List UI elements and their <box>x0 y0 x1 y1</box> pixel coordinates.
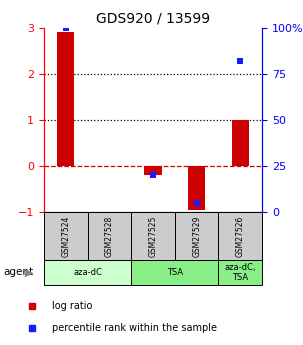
Text: GSM27526: GSM27526 <box>236 216 245 257</box>
Text: aza-dC: aza-dC <box>73 268 102 277</box>
Bar <box>231 120 249 166</box>
Bar <box>88 212 131 260</box>
Text: GSM27528: GSM27528 <box>105 216 114 257</box>
Bar <box>144 166 162 175</box>
Text: GSM27529: GSM27529 <box>192 216 201 257</box>
Bar <box>44 260 131 285</box>
Bar <box>218 212 262 260</box>
Text: aza-dC,
TSA: aza-dC, TSA <box>225 263 256 282</box>
Text: ▶: ▶ <box>25 267 34 277</box>
Bar <box>175 212 218 260</box>
Bar <box>57 32 75 166</box>
Text: TSA: TSA <box>167 268 183 277</box>
Bar <box>218 260 262 285</box>
Text: GSM27525: GSM27525 <box>148 216 158 257</box>
Text: GSM27524: GSM27524 <box>61 216 70 257</box>
Text: percentile rank within the sample: percentile rank within the sample <box>52 323 217 333</box>
Bar <box>44 212 88 260</box>
Bar <box>131 260 218 285</box>
Text: agent: agent <box>3 267 33 277</box>
Title: GDS920 / 13599: GDS920 / 13599 <box>96 11 210 25</box>
Bar <box>131 212 175 260</box>
Bar <box>188 166 205 210</box>
Text: log ratio: log ratio <box>52 301 92 311</box>
